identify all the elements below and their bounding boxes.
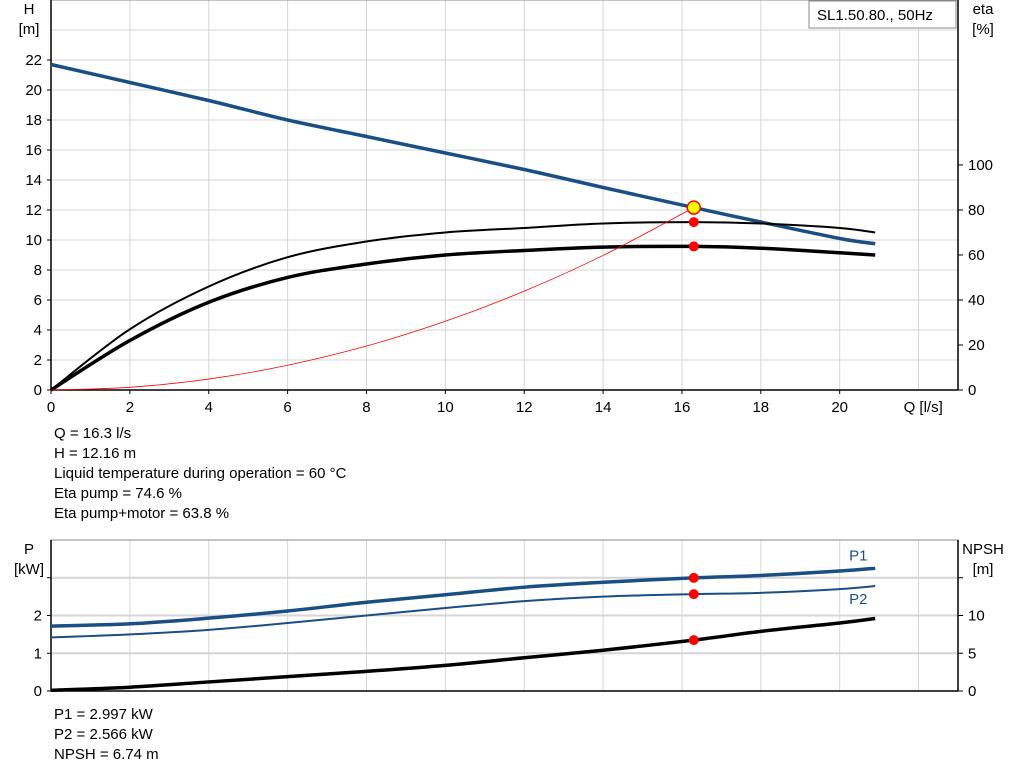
x-tick-label: 20 — [831, 399, 848, 416]
operating-point — [686, 200, 702, 215]
y-tick-label: 1 — [34, 645, 42, 662]
plot-frame — [50, 0, 959, 391]
curve-p1 — [50, 566, 876, 628]
y2-tick-label: 60 — [968, 247, 985, 264]
y-tick-label: 14 — [25, 172, 42, 189]
y-tick-label: 2 — [34, 352, 42, 369]
y-tick-label: 16 — [25, 142, 42, 159]
y-axis-label: [kW] — [14, 561, 44, 578]
power-info: P1 = 2.997 kW P2 = 2.566 kW NPSH = 6.74 … — [54, 705, 159, 765]
series-label-p1: P1 — [849, 547, 867, 564]
x-tick-label: 0 — [47, 399, 55, 416]
info-eta-total: Eta pump+motor = 63.8 % — [54, 505, 230, 522]
y2-tick-label: 20 — [968, 337, 985, 354]
y-tick-label: 0 — [34, 382, 42, 399]
y2-axis-label: NPSH — [962, 541, 1004, 558]
y-tick-label: 8 — [34, 262, 42, 279]
curve-series-2 — [50, 616, 876, 692]
eta-total-point — [688, 241, 699, 252]
y-axis-label: [m] — [19, 21, 40, 38]
x-tick-label: 4 — [205, 399, 213, 416]
x-tick-label: 14 — [595, 399, 612, 416]
npsh-point — [688, 635, 699, 646]
y-tick-label: 0 — [34, 683, 42, 700]
curve-series-2 — [50, 244, 876, 392]
y2-tick-label: 40 — [968, 292, 985, 309]
y2-tick-label: 10 — [968, 608, 985, 625]
y-tick-label: 20 — [25, 82, 42, 99]
y-tick-label: 6 — [34, 292, 42, 309]
x-tick-label: 18 — [752, 399, 769, 416]
y2-tick-label: 5 — [968, 645, 976, 662]
series-label-p2: P2 — [849, 591, 867, 608]
x-axis-label: Q [l/s] — [904, 399, 943, 416]
chart-title: SL1.50.80., 50Hz — [817, 7, 933, 24]
x-tick-label: 2 — [126, 399, 134, 416]
info-npsh: NPSH = 6.74 m — [54, 746, 159, 763]
y-tick-label: 22 — [25, 52, 42, 69]
eta-pump-point — [688, 217, 699, 228]
info-temp: Liquid temperature during operation = 60… — [54, 465, 347, 482]
y-tick-label: 18 — [25, 112, 42, 129]
info-p2: P2 = 2.566 kW — [54, 726, 153, 743]
x-tick-label: 12 — [516, 399, 533, 416]
operating-info: Q = 16.3 l/s H = 12.16 m Liquid temperat… — [54, 424, 346, 524]
y2-axis-label: [m] — [973, 561, 994, 578]
p2-point — [688, 589, 699, 600]
x-tick-label: 6 — [283, 399, 291, 416]
curve-series-0 — [50, 62, 876, 246]
legend-box — [808, 0, 957, 29]
y-tick-label: 2 — [34, 608, 42, 625]
y2-tick-label: 0 — [968, 683, 976, 700]
y-tick-label: 12 — [25, 202, 42, 219]
y-tick-label: 4 — [34, 322, 42, 339]
y-tick-label: 10 — [25, 232, 42, 249]
curve-series-3 — [50, 207, 694, 391]
y2-axis-label: [%] — [972, 21, 994, 38]
x-tick-label: 10 — [437, 399, 454, 416]
y-axis-label: P — [24, 541, 34, 558]
y2-tick-label: 80 — [968, 202, 985, 219]
y2-tick-label: 100 — [968, 157, 993, 174]
curve-series-1 — [50, 221, 876, 391]
y-axis-label: H — [24, 1, 35, 18]
info-p1: P1 = 2.997 kW — [54, 706, 153, 723]
y2-tick-label: 0 — [968, 382, 976, 399]
p1-point — [688, 572, 699, 583]
info-h: H = 12.16 m — [54, 445, 137, 462]
x-tick-label: 8 — [362, 399, 370, 416]
info-q: Q = 16.3 l/s — [54, 425, 132, 442]
x-tick-label: 16 — [674, 399, 691, 416]
curve-p2 — [50, 585, 876, 639]
info-eta-pump: Eta pump = 74.6 % — [54, 485, 182, 502]
y2-axis-label: eta — [973, 1, 995, 18]
